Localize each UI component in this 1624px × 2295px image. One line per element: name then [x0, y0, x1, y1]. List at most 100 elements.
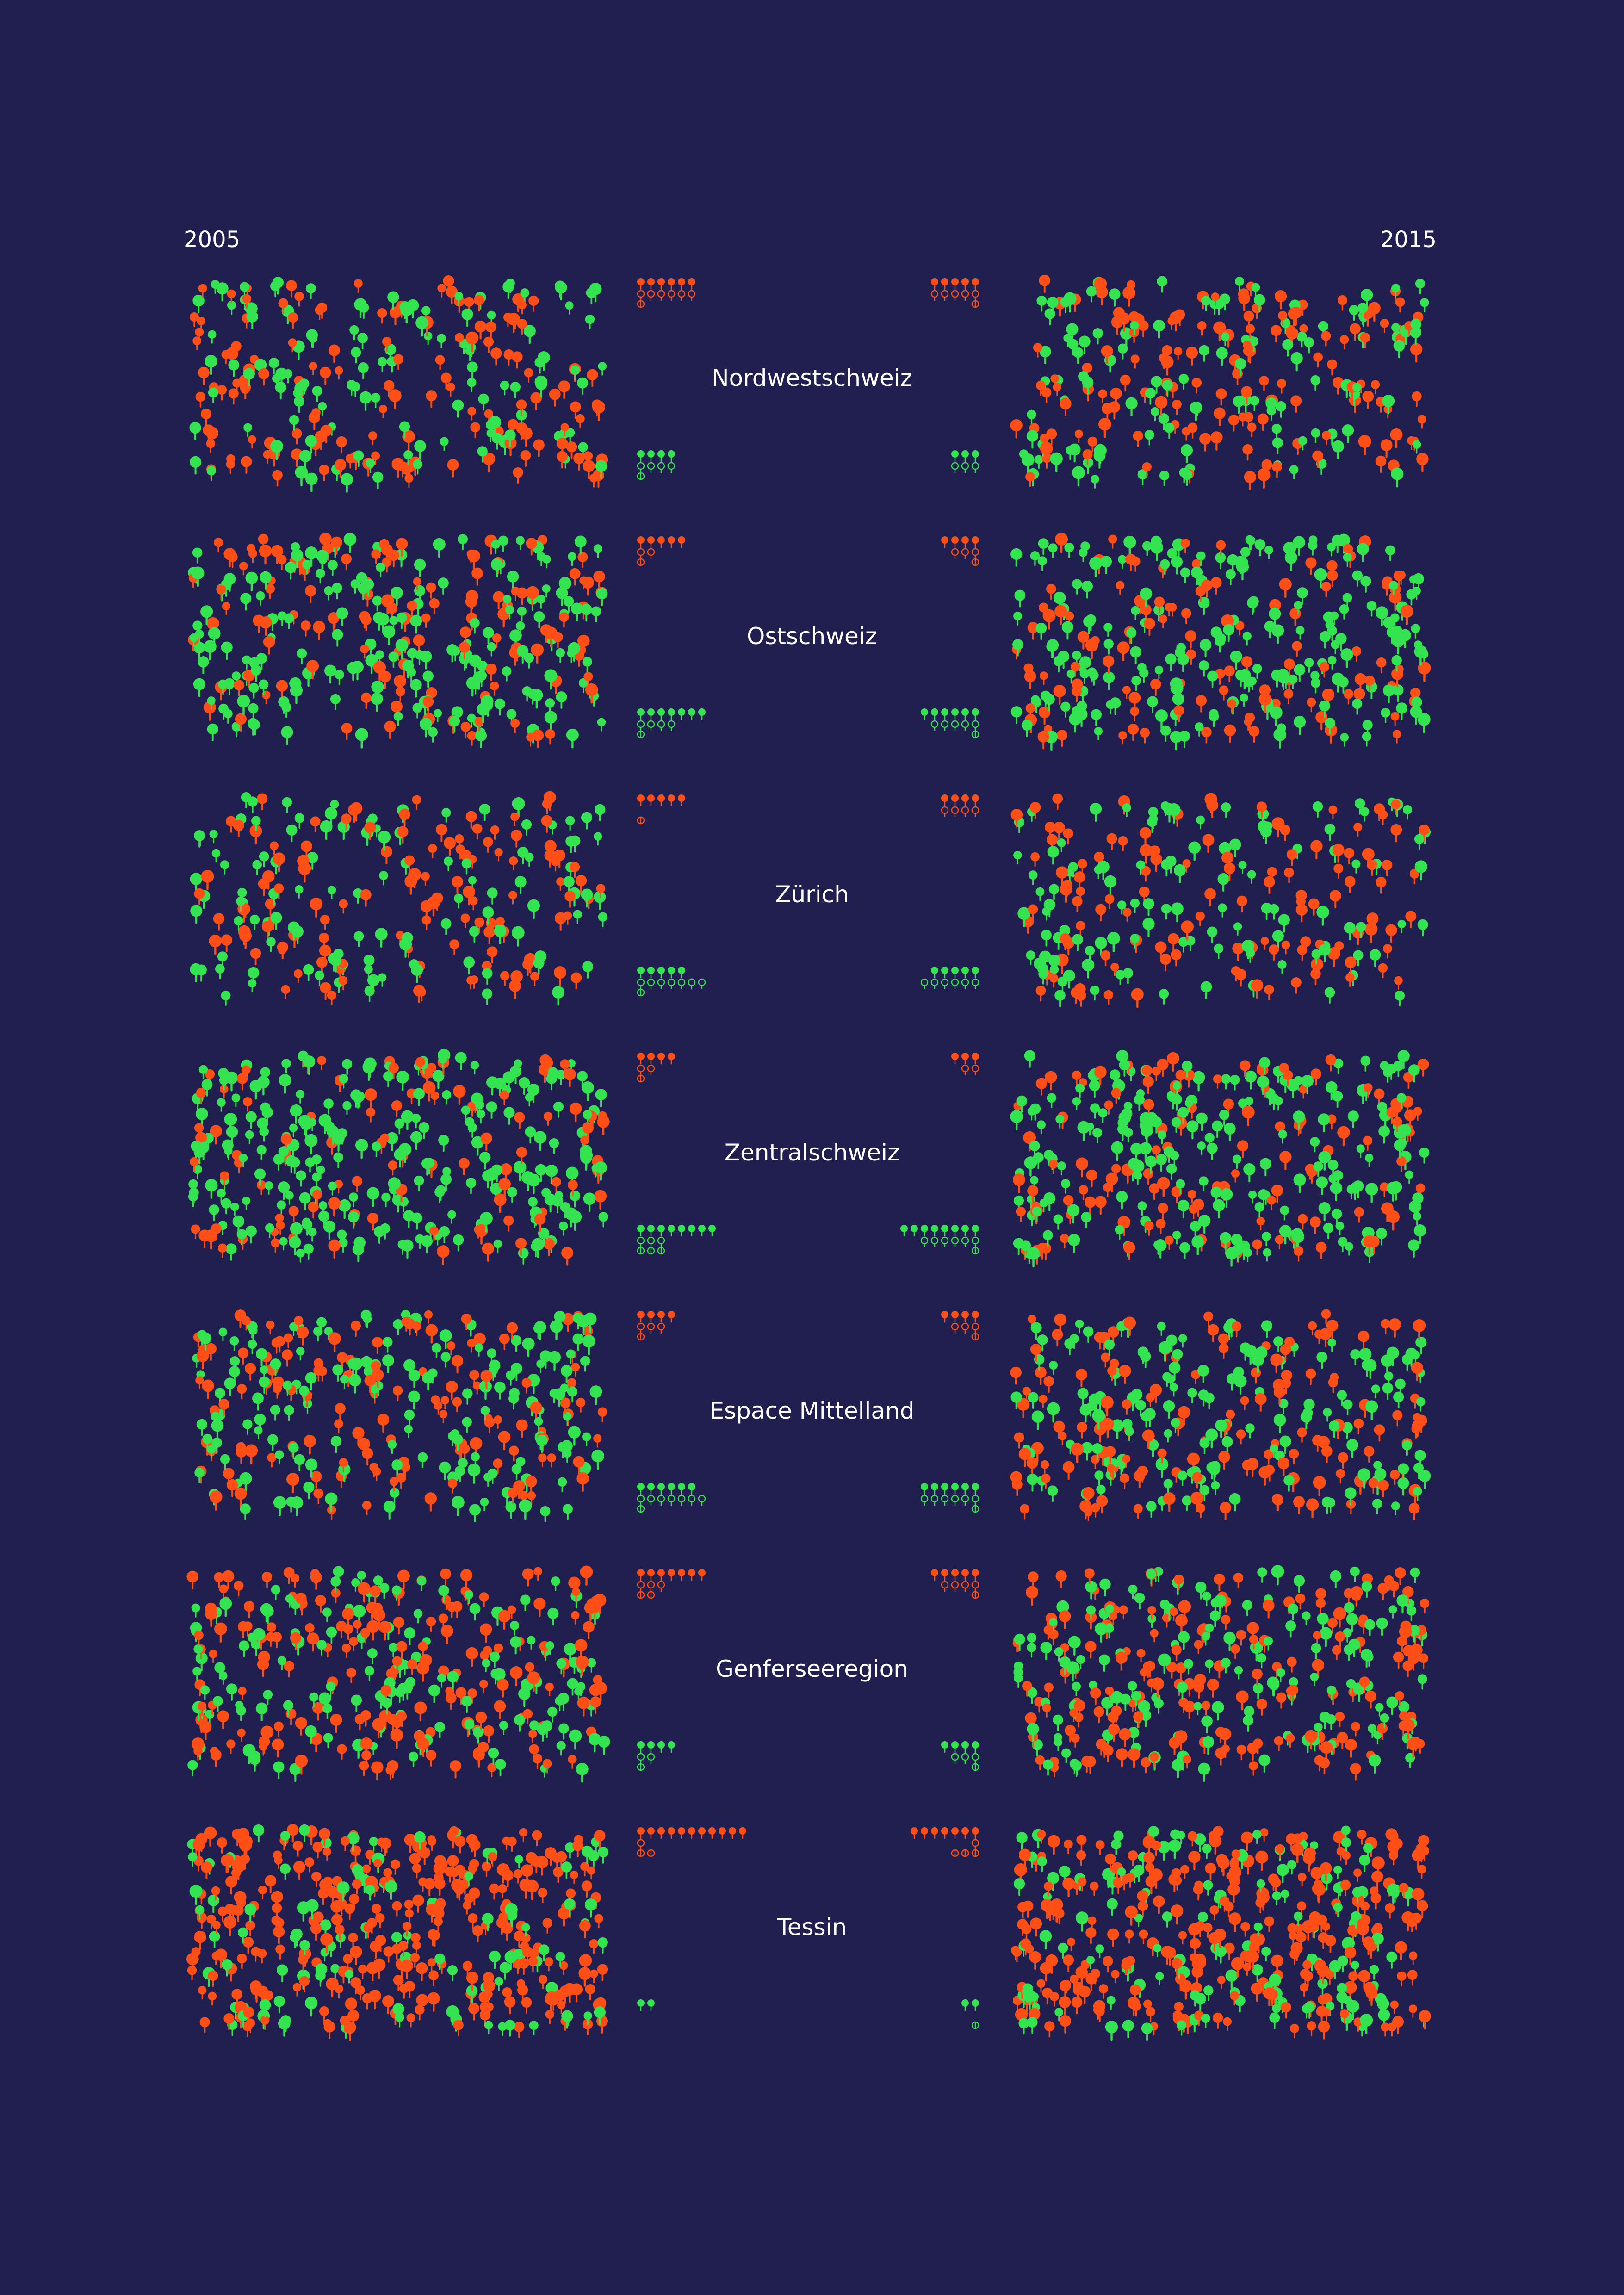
tree-2005-115	[571, 1611, 580, 1625]
tree-2005-391	[348, 1933, 358, 1948]
legend-2005-green-3-row2-icon-1	[637, 978, 645, 989]
tree-2005-58	[482, 1242, 494, 1262]
tree-2005-88	[270, 841, 279, 856]
tree-2015-75	[1385, 545, 1395, 561]
tree-2015-269	[1270, 1353, 1283, 1374]
tree-2005-377	[447, 1965, 458, 1982]
tree-2015-325	[1215, 1747, 1227, 1766]
tree-2015-40	[1154, 665, 1164, 680]
legend-2015-orange-7-row3-icon-2	[961, 1849, 969, 1857]
tree-2015-320	[1229, 1885, 1239, 1900]
tree-2005-318	[526, 1879, 539, 1900]
tree-2015-164	[1324, 824, 1336, 841]
tree-2005-154	[392, 1385, 403, 1402]
tree-2005-305	[556, 1658, 567, 1675]
tree-2005-113	[296, 1170, 306, 1187]
tree-2015-216	[1410, 318, 1422, 336]
tree-2005-157	[552, 986, 565, 1006]
tree-2015-333	[1151, 1840, 1161, 1856]
tree-2015-95	[1369, 949, 1381, 968]
tree-2005-55	[304, 1134, 318, 1154]
tree-2005-241	[336, 607, 348, 626]
tree-2005-417	[293, 1861, 305, 1880]
tree-2005-166	[359, 611, 370, 629]
tree-2005-198	[220, 860, 229, 875]
tree-2015-138	[1037, 731, 1049, 750]
legend-2015-green-3-row2-icon-2	[961, 978, 969, 989]
legend-2005-green-3-row2-icon-4	[667, 978, 676, 989]
legend-2005-green-7-row1-icon-1	[637, 1999, 645, 2011]
tree-2015-389	[1362, 1936, 1375, 1955]
tree-2005-158	[538, 1453, 547, 1467]
tree-2015-65	[1362, 391, 1374, 409]
tree-2015-97	[1198, 1762, 1210, 1782]
tree-2015-21	[1180, 444, 1193, 464]
tree-2015-80	[1283, 689, 1294, 704]
tree-2005-294	[563, 1448, 572, 1463]
tree-2015-86	[1391, 323, 1401, 337]
tree-2005-33	[355, 728, 368, 749]
tree-2005-87	[427, 1992, 440, 2012]
legend-2005-orange-5-row2-icon-2	[647, 1322, 655, 1334]
tree-2015-318	[1183, 1755, 1191, 1769]
tree-2015-189	[1145, 388, 1156, 405]
tree-2015-76	[1247, 870, 1256, 884]
tree-2005-62	[282, 797, 292, 813]
tree-2015-203	[1192, 402, 1202, 416]
tree-2005-85	[583, 1621, 595, 1640]
tree-2015-123	[1042, 907, 1051, 921]
legend-2015-green-2-row1-icon-3	[951, 708, 959, 720]
tree-2015-163	[1093, 450, 1106, 469]
tree-2005-87	[341, 553, 352, 571]
legend-2005-orange-4-row1-icon-1	[637, 1053, 645, 1065]
tree-2005-277	[518, 1687, 531, 1707]
tree-2015-331	[1387, 2022, 1396, 2037]
tree-2015-97	[1395, 990, 1405, 1007]
tree-2015-202	[1163, 1400, 1175, 1419]
tree-2005-314	[255, 1702, 268, 1722]
tree-2005-321	[503, 1215, 514, 1232]
legend-2015-green-6-row1-icon-3	[951, 1741, 959, 1753]
tree-2005-411	[579, 1968, 591, 1987]
tree-2005-282	[222, 1854, 234, 1873]
tree-2005-117	[283, 369, 293, 384]
tree-2015-7	[1064, 542, 1074, 558]
tree-2005-145	[260, 2016, 270, 2030]
tree-2005-114	[472, 1748, 485, 1768]
tree-2015-159	[1329, 890, 1341, 909]
tree-2015-127	[1143, 898, 1154, 916]
tree-2005-276	[273, 1496, 286, 1516]
tree-2015-134	[1039, 346, 1051, 364]
legend-2015-orange-1-row1-icon-3	[951, 278, 959, 290]
tree-2005-37	[510, 1666, 523, 1687]
legend-2005-orange-7-row1-icon-3	[657, 1827, 665, 1839]
legend-2005-orange-1-row2-icon-6	[688, 290, 696, 301]
tree-2005-109	[196, 964, 207, 982]
legend-2005-orange-6-row2-icon-2	[647, 1581, 655, 1592]
tree-2015-163	[1136, 1649, 1146, 1663]
tree-2015-65	[1090, 1103, 1100, 1119]
tree-2005-202	[263, 636, 275, 655]
tree-2005-209	[412, 1863, 421, 1879]
tree-2015-56	[1171, 902, 1184, 923]
legend-2015-green-4-row2-icon-3	[951, 1236, 959, 1247]
tree-2015-47	[1374, 1424, 1385, 1442]
region-1: Nordwestschweiz	[189, 274, 1429, 493]
legend-2005-orange-7-row1-icon-8	[708, 1827, 716, 1839]
tree-2015-292	[1366, 601, 1377, 617]
tree-2005-25	[465, 1647, 478, 1667]
legend-2005-orange-6-row1-icon-5	[678, 1569, 685, 1581]
tree-2005-296	[568, 552, 576, 566]
tree-2015-100	[1294, 716, 1306, 735]
tree-2005-228	[558, 380, 570, 399]
tree-2015-79	[1014, 1432, 1024, 1449]
tree-2005-91	[240, 593, 252, 611]
tree-2005-20	[483, 453, 496, 472]
tree-2005-46	[589, 1939, 599, 1954]
tree-2005-167	[270, 1405, 280, 1421]
tree-2005-181	[350, 1845, 361, 1862]
tree-2015-167	[1103, 990, 1113, 1005]
tree-2015-346	[1201, 2014, 1210, 2028]
tree-2005-224	[471, 1452, 480, 1467]
